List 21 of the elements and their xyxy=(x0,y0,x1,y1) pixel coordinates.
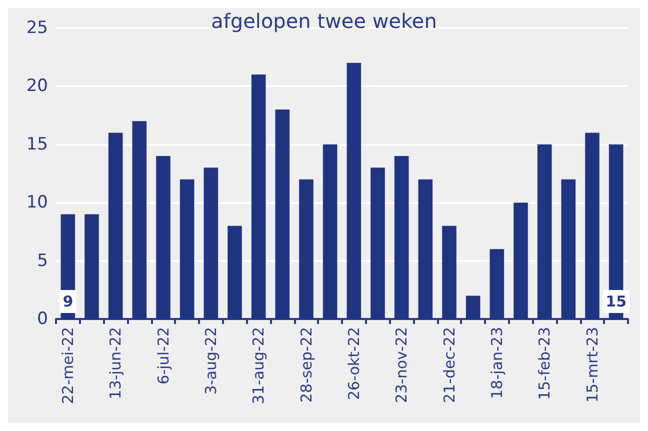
x-tick-label: 3-aug-22 xyxy=(202,327,220,395)
x-tick-label: 26-okt-22 xyxy=(344,327,363,400)
x-tick-label: 15-mrt-23 xyxy=(583,327,602,403)
x-tick-label: 6-jul-22 xyxy=(154,327,172,384)
x-tick-label: 15-feb-23 xyxy=(536,327,554,400)
y-tick-label: 25 xyxy=(26,18,48,38)
y-tick-label: 0 xyxy=(37,309,48,329)
data-label: 15 xyxy=(606,292,627,310)
data-label: 9 xyxy=(62,292,74,310)
x-tick-label: 23-nov-22 xyxy=(392,327,411,404)
x-tick-label: 13-jun-22 xyxy=(106,327,125,400)
y-tick-label: 20 xyxy=(26,76,48,96)
x-tick-label: 28-sep-22 xyxy=(297,327,316,403)
x-tick-label: 22-mei-22 xyxy=(58,327,77,404)
x-tick-label: 31-aug-22 xyxy=(250,327,268,404)
chart-title: afgelopen twee weken xyxy=(211,9,437,33)
x-tick-label: 21-dec-22 xyxy=(440,327,458,403)
y-tick-label: 5 xyxy=(37,250,48,271)
y-tick-label: 10 xyxy=(26,192,48,213)
y-tick-label: 15 xyxy=(26,134,48,154)
x-tick-label: 18-jan-23 xyxy=(488,327,506,399)
